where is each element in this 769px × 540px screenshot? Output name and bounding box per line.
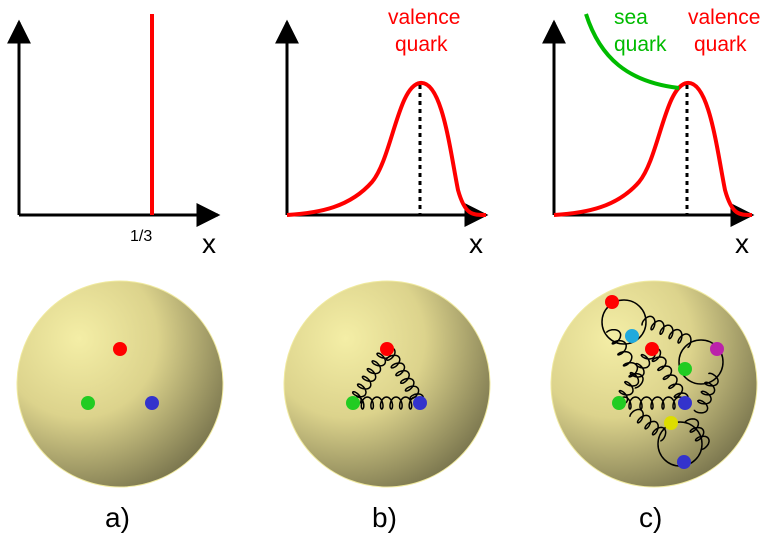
gluon-loop-icon: [678, 339, 724, 385]
quark-blue-icon: [678, 396, 692, 410]
gluon-spring-icon: [612, 344, 656, 405]
quark-blue-icon: [413, 396, 427, 410]
panel-b-nucleon: [283, 280, 491, 488]
quark-cyan-icon: [625, 329, 639, 343]
gluon-spring-icon: [683, 418, 710, 451]
panel-b-plot: valence quark x: [275, 6, 489, 259]
panel-b-x-label: x: [469, 228, 483, 259]
panel-c-plot: sea quark valence quark x: [542, 6, 760, 259]
panel-c-sea-label-line2: quark: [614, 33, 667, 56]
panel-c-label: c): [639, 502, 662, 533]
panel-c-x-label: x: [735, 228, 749, 259]
quark-blue-icon: [677, 455, 691, 469]
panel-c-nucleon: [550, 280, 758, 488]
panel-a-nucleon: [16, 280, 224, 488]
quark-red-icon: [645, 342, 659, 356]
quark-green-icon: [612, 396, 626, 410]
panel-c-valence-curve: [553, 81, 753, 217]
gluon-spring-icon: [350, 396, 423, 410]
panel-b-valence-label-line2: quark: [395, 33, 448, 56]
panel-b-valence-label-line1: valence: [388, 6, 460, 29]
panel-a-tick-label: 1/3: [130, 228, 152, 245]
quark-yellow-icon: [664, 416, 678, 430]
quark-magenta-icon: [710, 342, 724, 356]
gluon-spring-icon: [347, 344, 392, 406]
quark-blue-icon: [145, 396, 159, 410]
gluon-spring-icon: [605, 328, 644, 389]
panel-c-sea-label-line1: sea: [614, 6, 648, 29]
gluon-spring-icon: [693, 372, 719, 414]
nucleon-sphere-icon: [283, 280, 491, 488]
quark-green-icon: [81, 396, 95, 410]
nucleon-sphere-icon: [550, 280, 758, 488]
quark-green-icon: [678, 362, 692, 376]
panel-b-valence-curve: [286, 81, 487, 217]
panel-c-sea-curve: [584, 13, 680, 90]
quark-red-icon: [605, 295, 619, 309]
panel-a-plot: 1/3 x: [6, 14, 221, 259]
quark-green-icon: [346, 396, 360, 410]
nucleon-sphere-icon: [16, 280, 224, 488]
panel-b-label: b): [372, 502, 397, 533]
panel-a-label: a): [105, 502, 130, 533]
gluon-spring-icon: [641, 315, 692, 349]
gluon-spring-icon: [645, 347, 689, 408]
quark-red-icon: [380, 342, 394, 356]
gluon-spring-icon: [617, 396, 687, 410]
gluon-loop-icon: [601, 299, 647, 345]
panel-c-valence-label-line2: quark: [694, 33, 747, 56]
gluon-links: [605, 315, 719, 451]
gluon-links: [347, 344, 425, 410]
quark-red-icon: [113, 342, 127, 356]
gluon-spring-icon: [629, 408, 667, 442]
panel-c-valence-label-line1: valence: [688, 6, 760, 29]
panel-a-x-label: x: [202, 228, 216, 259]
